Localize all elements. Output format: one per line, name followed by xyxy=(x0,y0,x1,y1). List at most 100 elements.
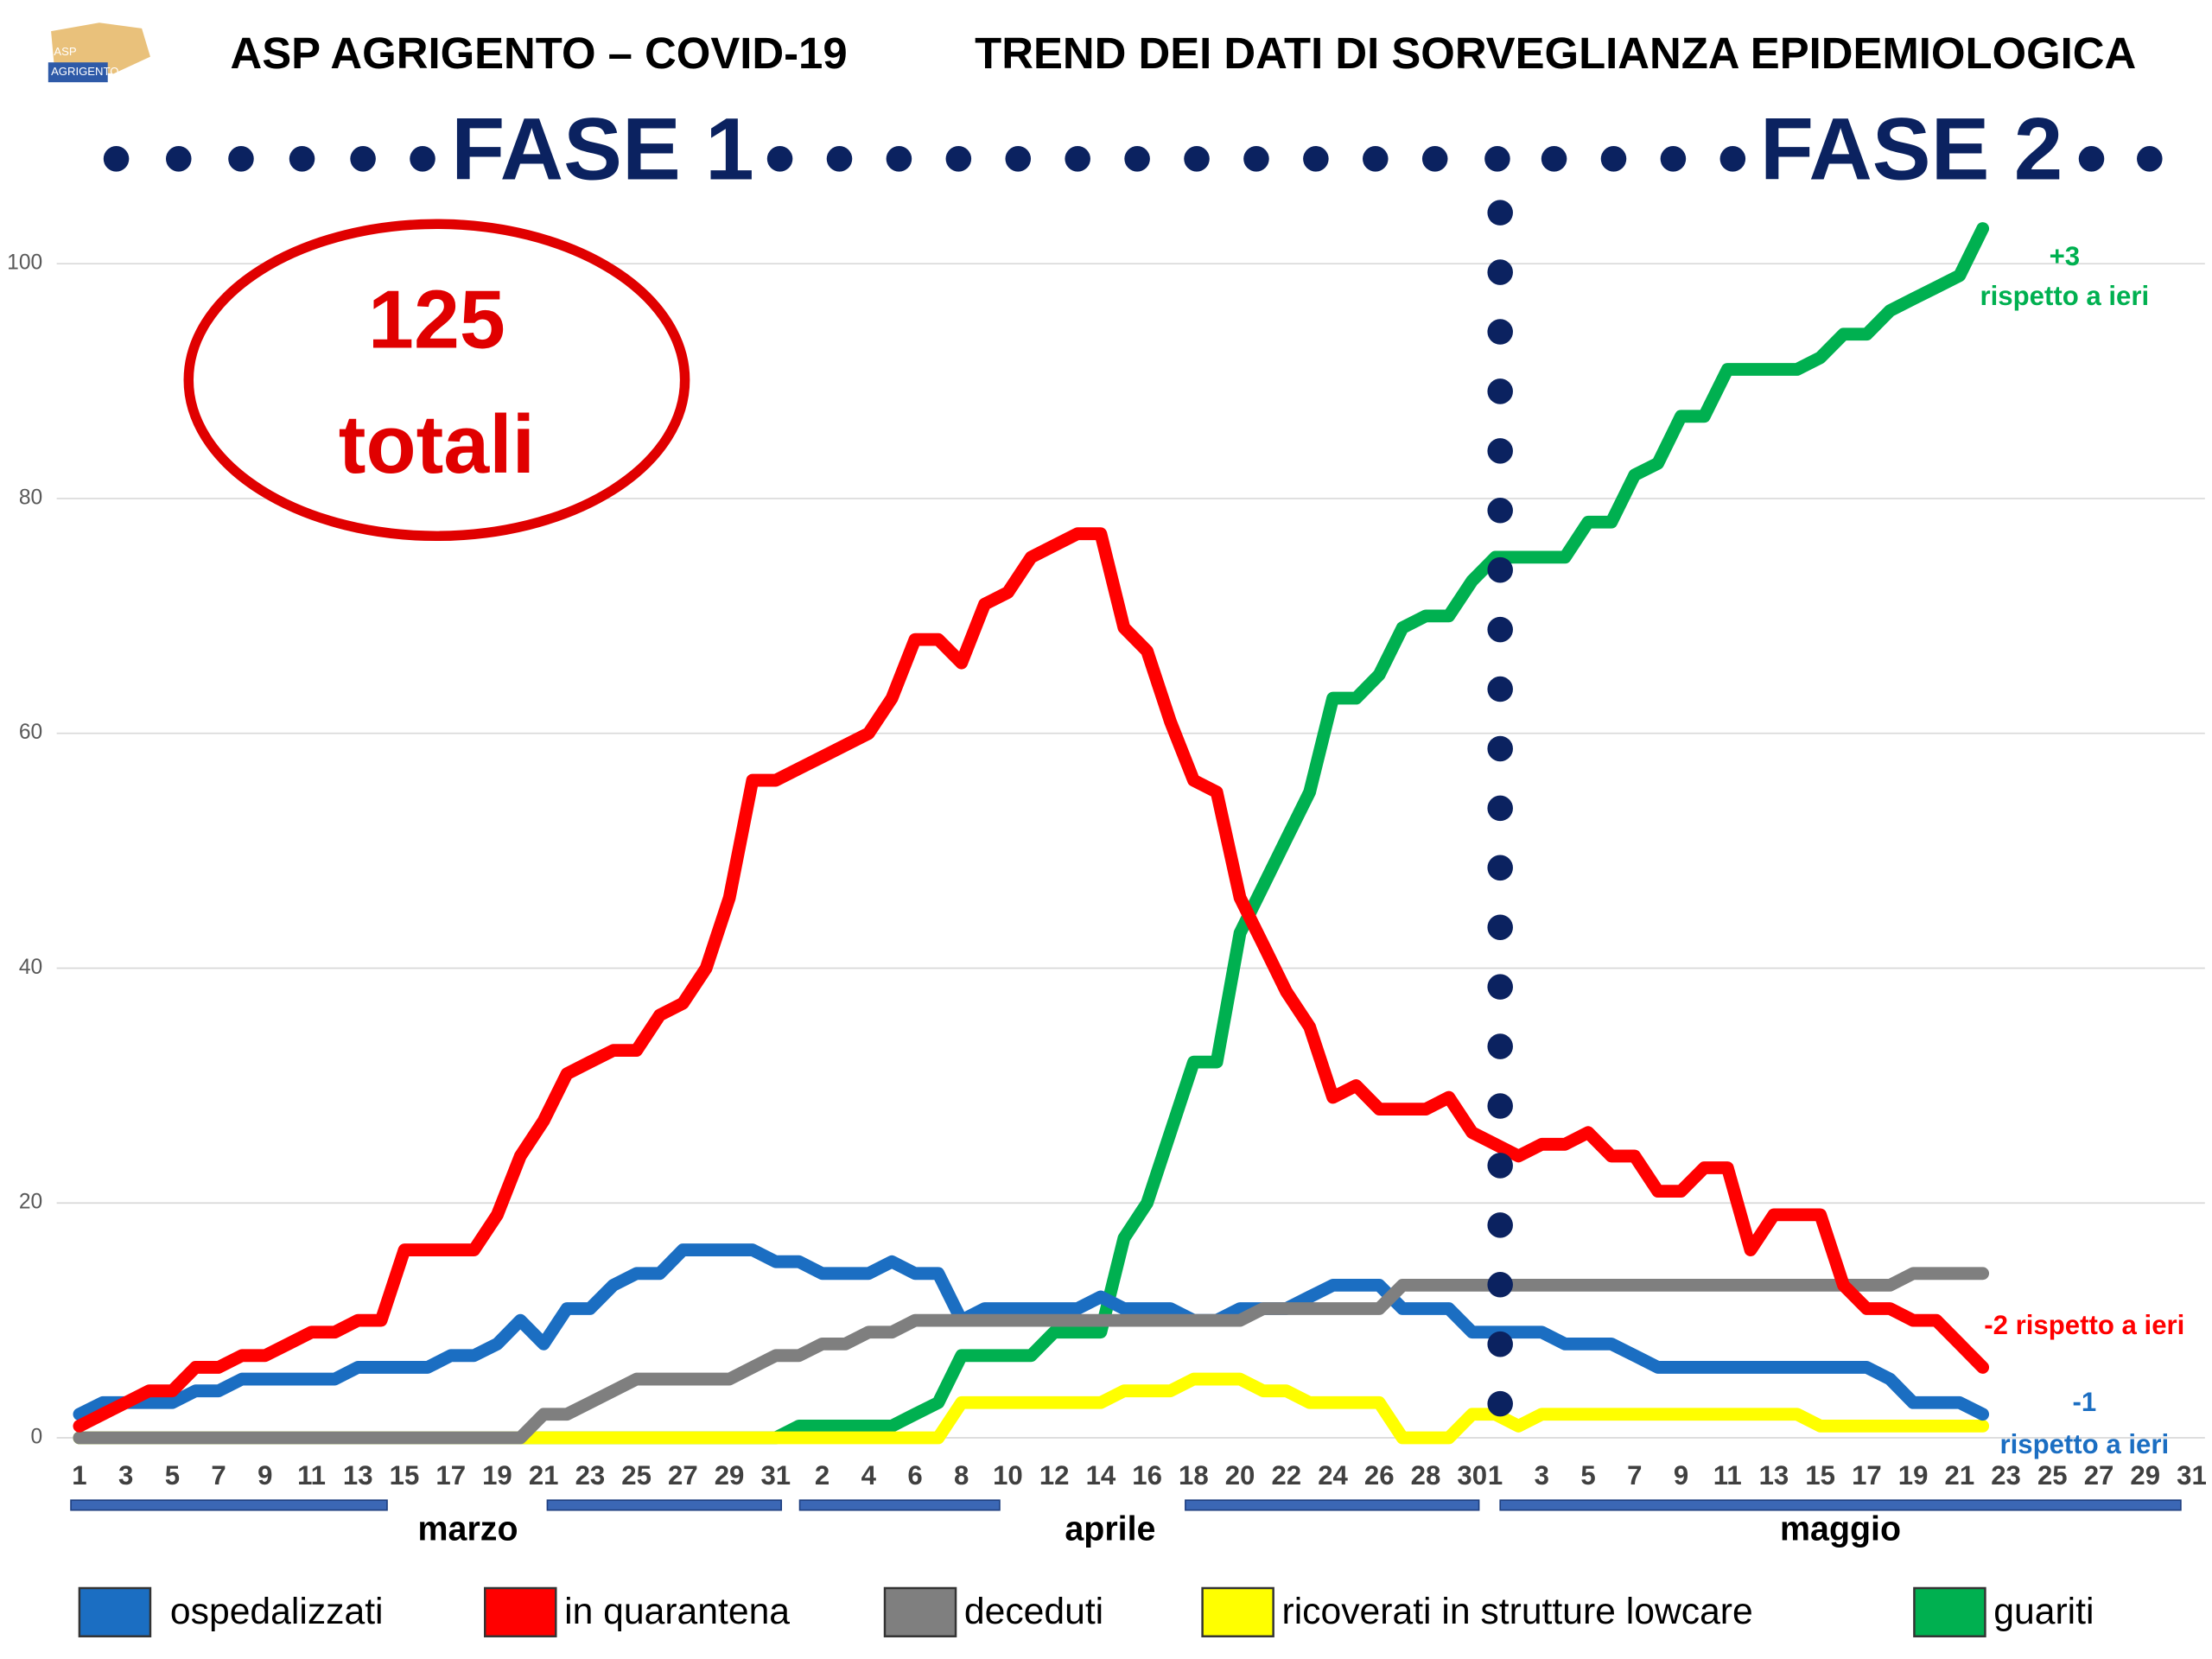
x-tick-label: 27 xyxy=(2084,1460,2114,1491)
x-tick-label: 22 xyxy=(1271,1460,1301,1491)
phase-divider-dot xyxy=(1487,1033,1513,1059)
x-tick-label: 13 xyxy=(1759,1460,1789,1491)
total-label: totali xyxy=(339,399,535,491)
x-tick-label: 7 xyxy=(211,1460,226,1491)
x-tick-label: 11 xyxy=(297,1460,326,1491)
phase-dot xyxy=(1600,146,1627,172)
phase-divider-dot xyxy=(1487,556,1513,583)
phase-divider-dot xyxy=(1487,200,1513,226)
month-label: aprile xyxy=(1065,1510,1155,1548)
phase-dot xyxy=(1541,146,1567,172)
x-tick-label: 9 xyxy=(257,1460,272,1491)
x-tick-label: 15 xyxy=(1805,1460,1835,1491)
y-tick-label: 60 xyxy=(19,721,42,744)
month-label: marzo xyxy=(418,1510,518,1548)
phase-divider-dot xyxy=(1487,1153,1513,1179)
series-line xyxy=(73,1267,1990,1445)
x-tick-label: 17 xyxy=(435,1460,466,1491)
phase-dot xyxy=(1660,146,1687,172)
x-tick-label: 15 xyxy=(390,1460,420,1491)
month-bar xyxy=(1185,1499,1480,1511)
header-left: ASP AGRIGENTO – COVID-19 xyxy=(231,29,848,78)
x-tick-label: 30 xyxy=(1457,1460,1487,1491)
phase-divider-dot xyxy=(1487,259,1513,285)
x-tick-label: 31 xyxy=(2177,1460,2207,1491)
x-tick-label: 2 xyxy=(815,1460,830,1491)
phase-dot xyxy=(2137,146,2163,172)
phase-divider-dot xyxy=(1487,974,1513,1000)
phase-divider-dot xyxy=(1487,438,1513,464)
phase-divider-dot xyxy=(1487,855,1513,881)
x-tick-label: 25 xyxy=(621,1460,652,1491)
x-tick-label: 20 xyxy=(1225,1460,1255,1491)
series-line xyxy=(73,527,1990,1433)
x-tick-label: 21 xyxy=(529,1460,559,1491)
phase-dot xyxy=(2078,146,2105,172)
y-tick-label: 0 xyxy=(31,1426,43,1449)
x-tick-label: 3 xyxy=(118,1460,133,1491)
annotation: -1 xyxy=(2072,1387,2096,1417)
phase-dot xyxy=(1124,146,1150,172)
y-tick-label: 20 xyxy=(19,1191,42,1214)
phase-dot xyxy=(1065,146,1090,172)
phase-dot xyxy=(886,146,912,172)
phase-dot xyxy=(945,146,972,172)
header-right: TREND DEI DATI DI SORVEGLIANZA EPIDEMIOL… xyxy=(975,29,2136,78)
x-tick-label: 19 xyxy=(1898,1460,1929,1491)
x-tick-label: 10 xyxy=(993,1460,1023,1491)
x-tick-label: 16 xyxy=(1132,1460,1162,1491)
x-tick-label: 19 xyxy=(482,1460,512,1491)
phase-dot xyxy=(228,146,254,172)
phase-dot xyxy=(1719,146,1746,172)
annotation: -2 rispetto a ieri xyxy=(1984,1310,2184,1340)
x-tick-label: 4 xyxy=(861,1460,877,1491)
logo-text: ASP xyxy=(54,45,76,58)
month-bar xyxy=(798,1499,1001,1511)
y-tick-label: 100 xyxy=(7,251,42,275)
phase-dot xyxy=(410,146,435,172)
legend-label: deceduti xyxy=(964,1591,1103,1632)
legend-label: guariti xyxy=(1993,1591,2094,1632)
x-tick-label: 6 xyxy=(907,1460,922,1491)
phase-dot xyxy=(166,146,192,172)
phase-dot xyxy=(1303,146,1329,172)
x-tick-label: 13 xyxy=(343,1460,373,1491)
x-tick-label: 9 xyxy=(1674,1460,1688,1491)
phase-dot xyxy=(1421,146,1448,172)
x-tick-label: 8 xyxy=(954,1460,969,1491)
logo: ASP AGRIGENTO xyxy=(48,22,150,83)
total-number: 125 xyxy=(368,275,505,366)
legend-swatch xyxy=(1201,1586,1274,1637)
phase-divider-dot xyxy=(1487,1272,1513,1298)
phase-divider-dot xyxy=(1487,319,1513,345)
phase-label: FASE 1 xyxy=(451,99,754,198)
phase-divider-dot xyxy=(1487,795,1513,822)
legend-swatch xyxy=(883,1586,957,1637)
phase-divider-dot xyxy=(1487,378,1513,404)
x-tick-label: 14 xyxy=(1086,1460,1116,1491)
x-tick-label: 24 xyxy=(1318,1460,1348,1491)
phase-dot xyxy=(1363,146,1389,172)
logo-text: AGRIGENTO xyxy=(51,65,118,78)
series-line xyxy=(73,1372,1990,1445)
phase-divider-dot xyxy=(1487,1331,1513,1357)
month-label: maggio xyxy=(1780,1510,1901,1548)
phase-dot xyxy=(1484,146,1510,172)
annotation: rispetto a ieri xyxy=(1980,281,2150,311)
x-tick-label: 28 xyxy=(1411,1460,1441,1491)
phase-dot xyxy=(289,146,315,172)
x-tick-label: 5 xyxy=(165,1460,180,1491)
month-bar xyxy=(70,1499,388,1511)
phase-dot xyxy=(350,146,376,172)
x-tick-label: 3 xyxy=(1535,1460,1549,1491)
x-tick-label: 29 xyxy=(715,1460,745,1491)
phase-divider-dot xyxy=(1487,1390,1513,1417)
phase-divider-dot xyxy=(1487,735,1513,762)
x-tick-label: 5 xyxy=(1580,1460,1595,1491)
phase-label: FASE 2 xyxy=(1760,99,2063,198)
phase-dot xyxy=(103,146,130,172)
x-tick-label: 12 xyxy=(1039,1460,1070,1491)
x-tick-label: 26 xyxy=(1364,1460,1395,1491)
y-tick-label: 80 xyxy=(19,486,42,509)
legend-label: in quarantena xyxy=(564,1591,790,1632)
